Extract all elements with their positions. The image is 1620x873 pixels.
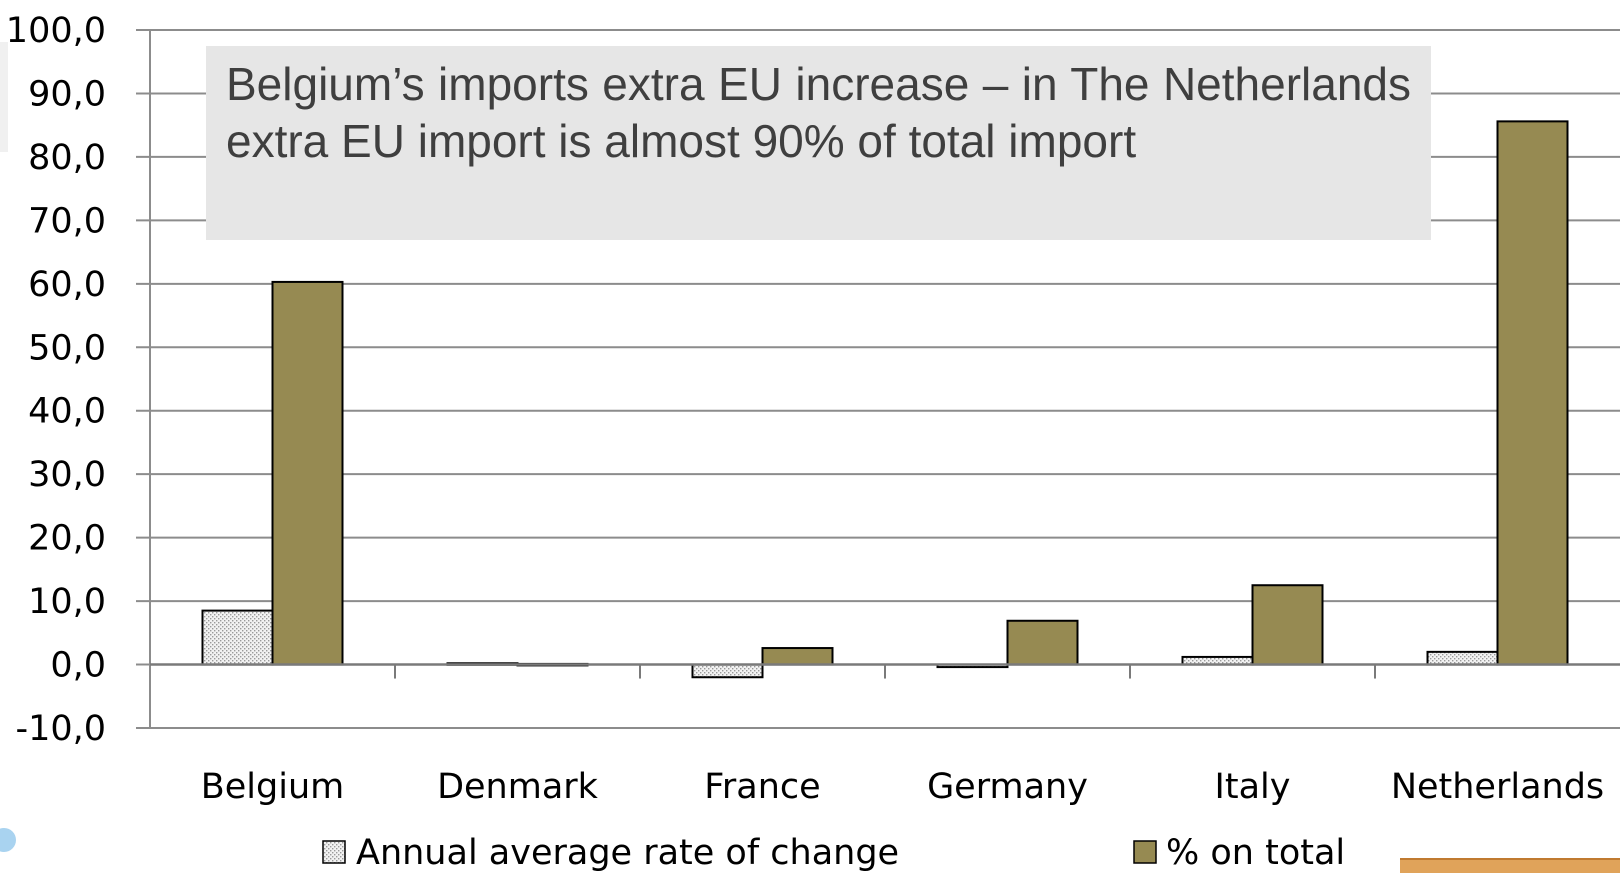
x-axis-labels: Belgium Denmark France Germany Italy Netherla…	[201, 767, 1604, 807]
y-tick-label: 100,0	[6, 11, 106, 51]
y-tick-label: -10,0	[15, 709, 106, 749]
y-tick-label: 0,0	[50, 646, 106, 686]
y-tick-label: 90,0	[28, 74, 106, 114]
y-tick-label: 60,0	[28, 265, 106, 305]
bar-percent-total-netherlands	[1496, 120, 1569, 666]
x-category-label: Germany	[927, 767, 1088, 807]
x-category-label: Denmark	[437, 767, 599, 807]
decorative-image-fragment	[1400, 858, 1620, 873]
legend-swatch-percent-total	[1133, 840, 1157, 864]
x-category-label: Belgium	[201, 767, 345, 807]
y-tick-label: 20,0	[28, 519, 106, 559]
bar-annual-rate-netherlands	[1426, 650, 1499, 666]
y-tick-label: 30,0	[28, 455, 106, 495]
y-axis-ticks: -10,0 0,0 10,0 20,0 30,0 40,0 50,0 60,0 70,0 80,0…	[6, 11, 106, 749]
bar-annual-rate-france	[691, 663, 764, 679]
bar-percent-total-france	[761, 647, 834, 666]
bar-annual-rate-belgium	[201, 609, 274, 666]
legend-label-annual-rate: Annual average rate of change	[356, 833, 899, 871]
bar-percent-total-belgium	[271, 280, 344, 666]
slide-edge-fragment	[0, 42, 8, 152]
bar-percent-total-germany	[1006, 619, 1079, 666]
y-tick-label: 70,0	[28, 201, 106, 241]
legend-label-percent-total: % on total	[1166, 833, 1345, 871]
y-tick-label: 10,0	[28, 582, 106, 622]
axes	[149, 30, 1620, 728]
y-tick-label: 80,0	[28, 138, 106, 178]
decorative-dot	[0, 828, 16, 852]
y-tick-label: 50,0	[28, 328, 106, 368]
legend: Annual average rate of change % on total	[322, 833, 1345, 871]
x-category-label: Netherlands	[1391, 767, 1604, 807]
x-category-label: France	[704, 767, 820, 807]
chart-annotation-callout: Belgium’s imports extra EU increase – in…	[206, 46, 1431, 240]
x-category-label: Italy	[1215, 767, 1291, 807]
y-tick-label: 40,0	[28, 392, 106, 432]
bars	[201, 120, 1569, 679]
bar-percent-total-italy	[1251, 584, 1324, 666]
legend-swatch-annual-rate	[322, 840, 346, 864]
